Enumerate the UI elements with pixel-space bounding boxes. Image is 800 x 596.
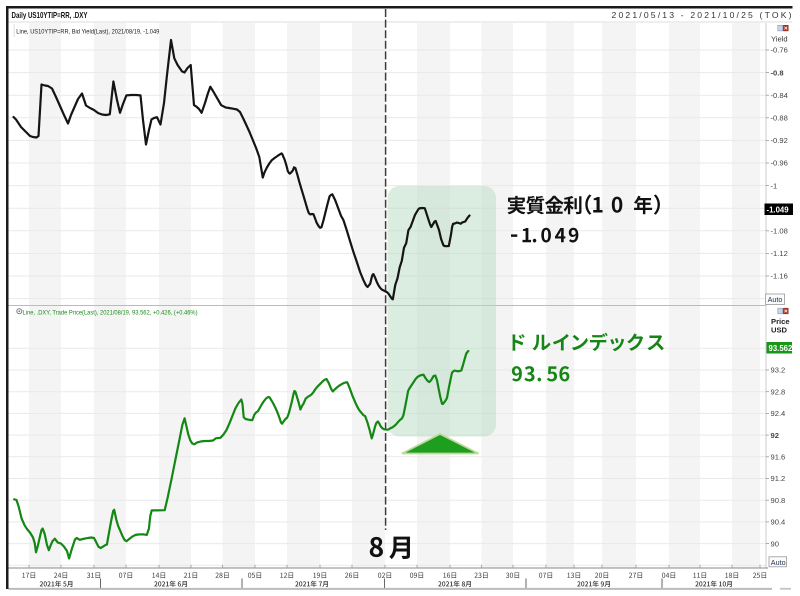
svg-text:92.8: 92.8: [771, 387, 786, 396]
svg-text:-0.84: -0.84: [771, 91, 788, 100]
svg-text:-1.049: -1.049: [767, 205, 790, 214]
svg-text:Yield: Yield: [771, 35, 788, 44]
svg-text:-1.12: -1.12: [771, 249, 788, 258]
svg-text:90.8: 90.8: [771, 496, 786, 505]
svg-text:-0.96: -0.96: [771, 159, 788, 168]
svg-text:-1.16: -1.16: [771, 272, 788, 281]
svg-text:Price: Price: [771, 317, 790, 326]
svg-text:Auto: Auto: [771, 558, 786, 567]
svg-text:91.6: 91.6: [771, 453, 786, 462]
svg-text:-0.76: -0.76: [771, 46, 788, 55]
svg-text:2021/05/13 - 2021/10/25 (TOK): 2021/05/13 - 2021/10/25 (TOK): [612, 10, 792, 20]
svg-text:Line, .DXY, Trade Price(Last),: Line, .DXY, Trade Price(Last), 2021/08/1…: [23, 310, 198, 317]
svg-text:90.4: 90.4: [771, 518, 786, 527]
svg-text:-0.88: -0.88: [771, 114, 788, 123]
svg-text:91.2: 91.2: [771, 474, 786, 483]
svg-text:92.4: 92.4: [771, 409, 786, 418]
svg-text:Line, US10YTIP=RR, Bid Yield(L: Line, US10YTIP=RR, Bid Yield(Last), 2021…: [16, 29, 159, 36]
svg-text:USD: USD: [771, 326, 788, 335]
svg-text:-0.92: -0.92: [771, 136, 788, 145]
svg-text:Daily US10YTIP=RR, .DXY: Daily US10YTIP=RR, .DXY: [12, 10, 88, 20]
svg-text:93.562: 93.562: [769, 344, 794, 353]
svg-text:-1.08: -1.08: [771, 227, 788, 236]
svg-text:90: 90: [771, 539, 779, 548]
svg-text:92: 92: [771, 431, 779, 440]
svg-text:Auto: Auto: [768, 295, 783, 304]
svg-text:93.2: 93.2: [771, 366, 786, 375]
svg-text:-0.8: -0.8: [771, 68, 784, 77]
svg-text:-1: -1: [771, 181, 778, 190]
